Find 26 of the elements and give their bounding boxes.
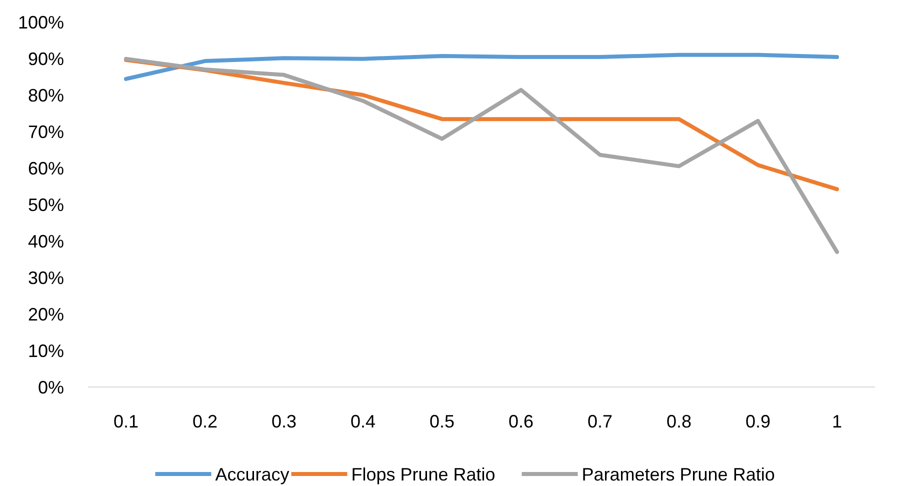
- y-tick-label: 0%: [38, 377, 64, 398]
- legend-label: Flops Prune Ratio: [351, 464, 496, 484]
- y-tick-label: 70%: [28, 122, 64, 142]
- y-tick-label: 30%: [28, 268, 64, 288]
- y-tick-label: 10%: [28, 340, 64, 361]
- legend-label: Parameters Prune Ratio: [582, 464, 775, 484]
- x-tick-label: 0.7: [587, 411, 613, 432]
- x-tick-label: 0.6: [508, 411, 534, 432]
- y-tick-label: 50%: [28, 194, 64, 215]
- x-tick-label: 0.2: [192, 411, 218, 432]
- line-series: [124, 56, 839, 254]
- line-series: [124, 52, 839, 81]
- x-tick-label: 0.4: [350, 411, 376, 432]
- y-tick-label: 40%: [28, 231, 64, 252]
- x-tick-label: 0.8: [666, 411, 692, 432]
- legend-label: Accuracy: [215, 464, 290, 484]
- x-tick-label: 0.3: [271, 411, 297, 432]
- x-tick-label: 1: [832, 411, 842, 432]
- y-tick-label: 100%: [18, 12, 64, 32]
- y-tick-label: 20%: [28, 304, 64, 324]
- y-tick-label: 60%: [28, 158, 64, 178]
- x-tick-label: 0.5: [429, 411, 455, 432]
- y-tick-label: 90%: [28, 48, 64, 69]
- x-tick-label: 0.1: [113, 411, 139, 432]
- y-tick-label: 80%: [28, 85, 64, 106]
- x-tick-label: 0.9: [745, 411, 771, 432]
